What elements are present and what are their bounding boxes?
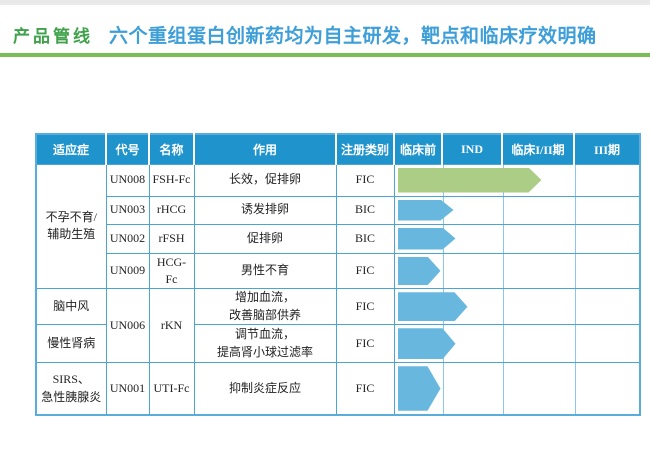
cell-code: UN006: [105, 288, 150, 364]
stage-cell: [393, 223, 641, 254]
cell-code: UN002: [105, 223, 150, 254]
column-header-category: 注册类别: [335, 134, 394, 165]
table-row: UN003 rHCG 诱发排卵 BIC: [36, 195, 641, 225]
column-header-code: 代号: [105, 134, 149, 165]
cell-category: FIC: [335, 163, 395, 197]
cell-effect: 长效，促排卵: [193, 163, 337, 197]
cell-indication: SIRS、 急性胰腺炎: [35, 362, 107, 416]
cell-effect: 调节血流， 提高肾小球过滤率: [193, 324, 337, 364]
stage-arrow: [398, 168, 542, 193]
stage-arrow: [398, 228, 456, 250]
cell-name: FSH-Fc: [148, 163, 195, 197]
cell-name: HCG-Fc: [148, 252, 195, 290]
column-header-phase-3: III期: [573, 134, 640, 165]
table-row: UN002 rFSH 促排卵 BIC: [36, 223, 641, 254]
column-header-ind: IND: [441, 134, 502, 165]
cell-effect: 促排卵: [193, 223, 337, 254]
cell-category: FIC: [335, 252, 395, 290]
cell-effect: 抑制炎症反应: [193, 362, 337, 416]
table-row: UN009 HCG-Fc 男性不育 FIC: [36, 252, 641, 290]
stage-arrow: [398, 292, 468, 321]
cell-name: rHCG: [148, 195, 195, 225]
stage-cell: [393, 163, 641, 197]
window-top-strip: [0, 0, 650, 5]
cell-effect: 增加血流， 改善脑部供养: [193, 288, 337, 326]
stage-cell: [393, 252, 641, 290]
stage-cell: [393, 195, 641, 225]
column-header-name: 名称: [148, 134, 194, 165]
title-divider: [0, 53, 650, 57]
cell-category: FIC: [335, 288, 395, 326]
column-header-effect: 作用: [193, 134, 336, 165]
stage-arrow: [398, 257, 441, 286]
stage-cell: [393, 324, 641, 364]
table-row: 慢性肾病 调节血流， 提高肾小球过滤率 FIC: [35, 324, 641, 364]
slide-header: 产品管线 六个重组蛋白创新药均为自主研发，靶点和临床疗效明确: [13, 16, 650, 52]
pipeline-table: 适应症 代号 名称 作用 注册类别 临床前 IND 临床I/II期 III期 不…: [35, 133, 641, 416]
cell-name: rFSH: [148, 223, 195, 254]
cell-indication: 慢性肾病: [35, 324, 107, 364]
cell-indication: 脑中风: [35, 288, 107, 326]
stage-arrow: [398, 200, 454, 221]
stage-cell: [393, 362, 641, 416]
page-title: 产品管线: [13, 26, 93, 46]
cell-code: UN001: [105, 362, 150, 416]
cell-name: UTI-Fc: [148, 362, 195, 416]
cell-category: BIC: [335, 195, 395, 225]
stage-arrow: [398, 366, 441, 411]
column-header-clinical-1-2: 临床I/II期: [501, 134, 574, 165]
cell-code: UN003: [105, 195, 150, 225]
cell-code: UN008: [105, 163, 150, 197]
table-row: SIRS、 急性胰腺炎 UN001 UTI-Fc 抑制炎症反应 FIC: [35, 362, 641, 416]
column-header-indication: 适应症: [36, 134, 106, 165]
cell-effect: 男性不育: [193, 252, 337, 290]
stage-arrow: [398, 328, 456, 359]
cell-code: UN009: [105, 252, 150, 290]
cell-indication: 不孕不育/ 辅助生殖: [35, 163, 107, 290]
table-row: 脑中风 UN006 rKN 增加血流， 改善脑部供养 FIC: [35, 288, 641, 364]
cell-name: rKN: [148, 288, 195, 364]
cell-category: FIC: [335, 362, 395, 416]
stage-cell: [393, 288, 641, 326]
cell-category: BIC: [335, 223, 395, 254]
page-subtitle: 六个重组蛋白创新药均为自主研发，靶点和临床疗效明确: [109, 25, 597, 47]
column-header-preclinical: 临床前: [393, 134, 442, 165]
cell-category: FIC: [335, 324, 395, 364]
table-header-row: 适应症 代号 名称 作用 注册类别 临床前 IND 临床I/II期 III期: [36, 134, 640, 165]
table-row: 不孕不育/ 辅助生殖 UN008 FSH-Fc 长效，促排卵 FIC: [35, 163, 641, 290]
cell-effect: 诱发排卵: [193, 195, 337, 225]
